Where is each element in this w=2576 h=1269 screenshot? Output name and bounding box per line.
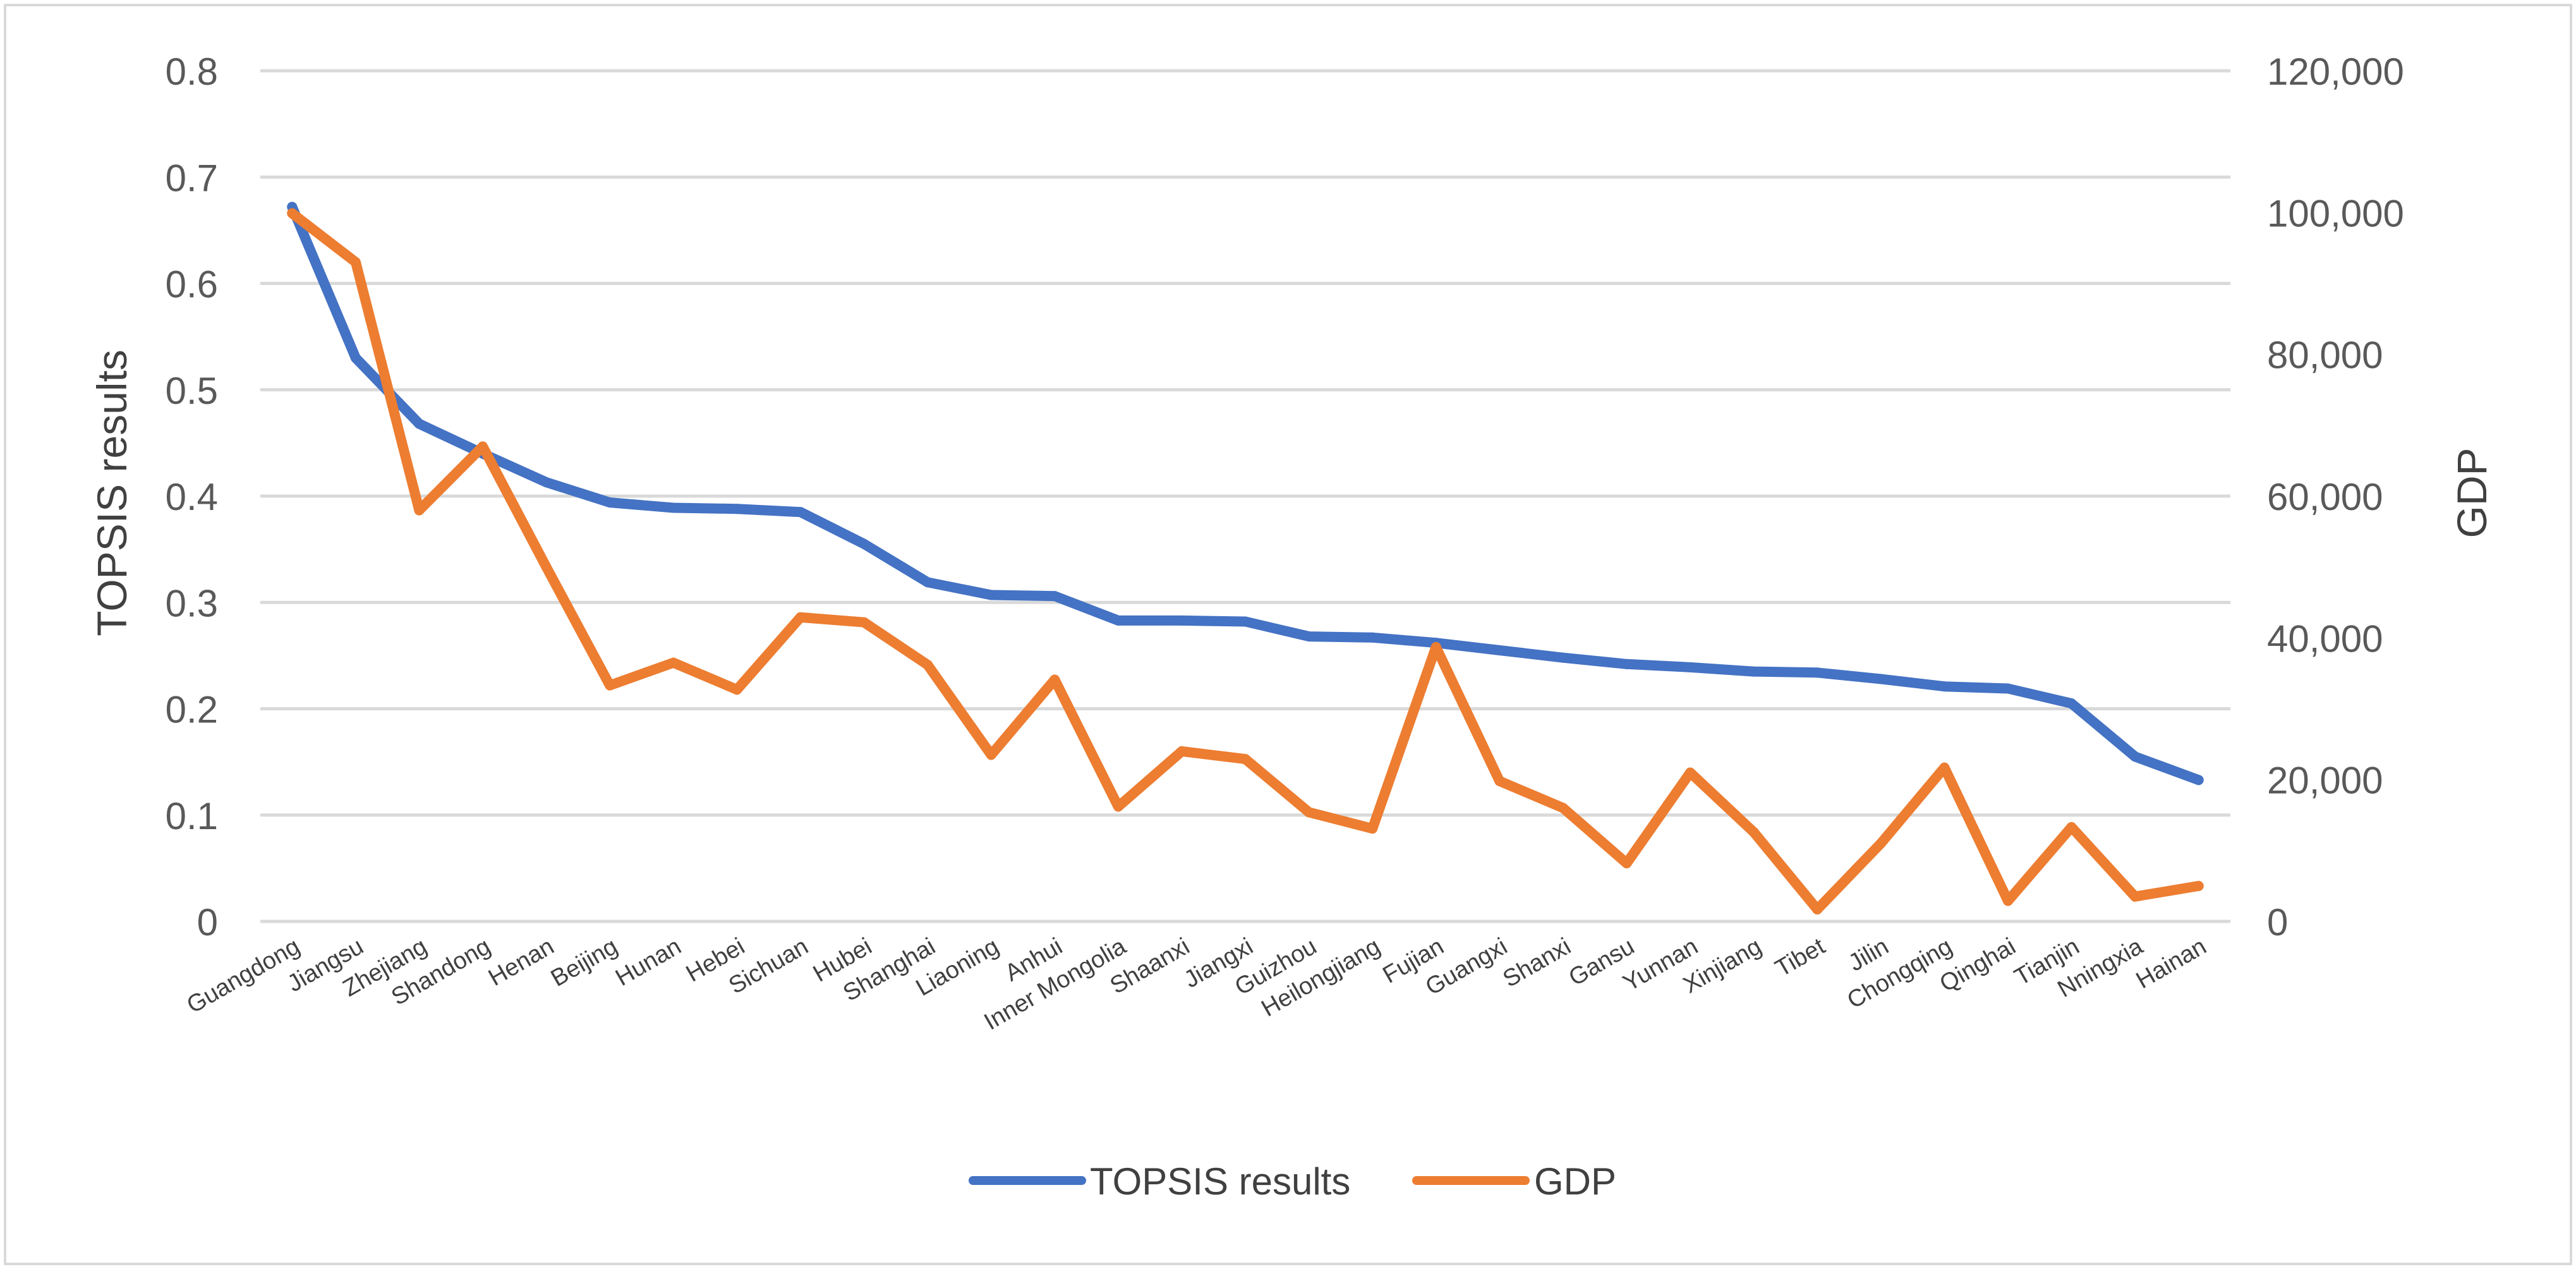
data-point-topsis (1621, 659, 1632, 669)
data-point-topsis (2130, 751, 2141, 762)
data-point-gdp (1494, 775, 1505, 786)
data-point-gdp (1621, 858, 1632, 869)
right-tick-label: 80,000 (2267, 334, 2383, 377)
data-point-topsis (350, 353, 361, 363)
left-axis-ticks: 0 0.1 0.2 0.3 0.4 0.5 0.6 0.7 0.8 (166, 51, 218, 944)
right-axis-title: GDP (2448, 447, 2495, 538)
data-point-topsis (1939, 681, 1950, 692)
left-tick-label: 0.4 (166, 476, 218, 518)
data-point-gdp (668, 657, 679, 668)
data-point-topsis (2193, 775, 2204, 786)
legend: TOPSIS results GDP (969, 1160, 1616, 1203)
data-point-topsis (1303, 631, 1314, 642)
data-point-gdp (605, 680, 615, 691)
data-point-gdp (1367, 823, 1378, 834)
data-point-gdp (1430, 641, 1441, 652)
data-point-gdp (2193, 880, 2204, 891)
data-point-gdp (2130, 891, 2141, 902)
data-point-topsis (668, 502, 679, 513)
gridlines (260, 69, 2230, 923)
data-point-gdp (350, 257, 361, 267)
data-point-topsis (922, 577, 933, 588)
data-point-topsis (1685, 662, 1696, 672)
data-point-gdp (478, 441, 488, 452)
data-point-gdp (795, 612, 806, 622)
data-point-topsis (1557, 652, 1568, 663)
right-tick-label: 60,000 (2267, 476, 2383, 518)
right-tick-label: 20,000 (2267, 760, 2383, 802)
data-point-gdp (986, 750, 996, 760)
legend-label-topsis: TOPSIS results (1090, 1160, 1350, 1203)
data-point-gdp (2066, 822, 2077, 832)
data-point-gdp (1557, 803, 1568, 813)
data-point-gdp (1240, 754, 1250, 765)
series-layer (287, 202, 2204, 914)
right-tick-label: 0 (2267, 901, 2288, 944)
left-tick-label: 0.8 (166, 51, 218, 93)
data-point-topsis (1367, 632, 1378, 643)
legend-label-gdp: GDP (1534, 1160, 1616, 1203)
data-point-topsis (1875, 674, 1886, 684)
data-point-topsis (986, 590, 996, 600)
data-point-topsis (1748, 666, 1759, 677)
data-point-topsis (605, 497, 615, 508)
data-point-gdp (414, 505, 425, 516)
data-point-topsis (732, 504, 742, 514)
left-tick-label: 0.7 (166, 157, 218, 199)
right-tick-label: 100,000 (2267, 192, 2404, 234)
right-tick-label: 120,000 (2267, 51, 2404, 93)
data-point-gdp (1049, 674, 1060, 685)
data-point-gdp (922, 659, 933, 670)
data-point-topsis (1812, 667, 1823, 678)
data-point-gdp (1875, 838, 1886, 849)
data-point-gdp (1812, 904, 1823, 914)
data-point-gdp (287, 208, 298, 219)
data-point-gdp (1748, 827, 1759, 837)
left-tick-label: 0.2 (166, 689, 218, 731)
data-point-topsis (1240, 616, 1250, 627)
data-point-topsis (1176, 615, 1187, 626)
data-point-gdp (1113, 801, 1123, 812)
left-tick-label: 0.5 (166, 370, 218, 412)
data-point-gdp (1685, 767, 1696, 778)
data-point-gdp (732, 684, 742, 695)
data-point-gdp (1303, 807, 1314, 818)
data-point-topsis (795, 507, 806, 518)
data-point-topsis (859, 538, 869, 549)
data-point-topsis (1049, 591, 1060, 602)
data-point-topsis (2002, 683, 2013, 694)
right-axis-ticks: 0 20,000 40,000 60,000 80,000 100,000 120,000 (2267, 51, 2404, 944)
data-point-topsis (1494, 645, 1505, 655)
data-point-gdp (1176, 746, 1187, 756)
left-tick-label: 0.6 (166, 264, 218, 306)
data-point-gdp (859, 617, 869, 628)
right-tick-label: 40,000 (2267, 617, 2383, 660)
data-point-gdp (2002, 896, 2013, 906)
left-tick-label: 0.1 (166, 795, 218, 837)
left-tick-label: 0 (197, 901, 218, 944)
data-point-topsis (414, 418, 425, 429)
data-point-gdp (1939, 762, 1950, 773)
data-point-topsis (1113, 615, 1123, 626)
data-point-topsis (541, 477, 552, 488)
data-point-gdp (541, 562, 552, 573)
left-axis-title: TOPSIS results (88, 349, 135, 636)
data-point-topsis (2066, 698, 2077, 709)
left-tick-label: 0.3 (166, 582, 218, 624)
